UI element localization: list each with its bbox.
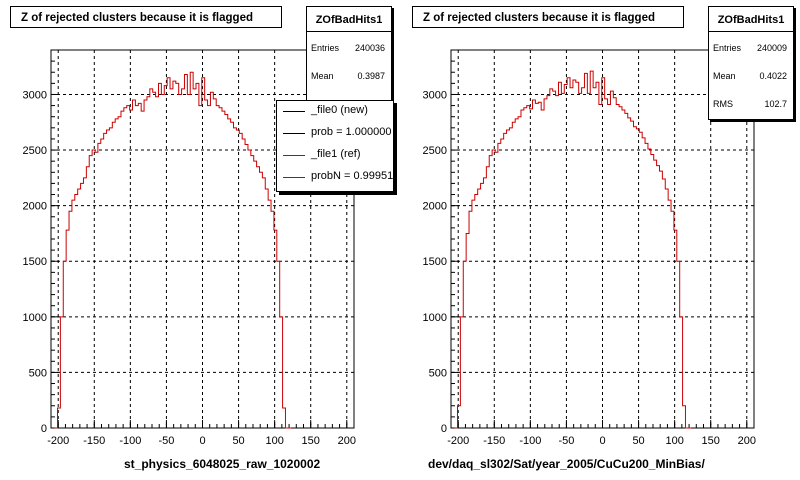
legend-entry-probn: probN = 0.999514 — [277, 167, 393, 189]
right-series-0-histogram-line — [454, 70, 692, 429]
left-x-tick-label-100: 100 — [265, 435, 283, 447]
left-x-tick-label-150: 150 — [302, 435, 320, 447]
legend-box[interactable]: _file0 (new) prob = 1.000000 _file1 (ref… — [276, 100, 394, 192]
right-stats-entries-row: Entries 240009 — [709, 32, 793, 60]
right-x-tick-label--100: -100 — [519, 435, 541, 447]
left-stats-title: ZOfBadHits1 — [307, 7, 391, 32]
right-y-tick-label-0: 0 — [441, 423, 447, 435]
right-y-tick-label-2000: 2000 — [423, 201, 447, 213]
right-y-tick-label-1500: 1500 — [423, 256, 447, 268]
right-stats-mean-label: Mean — [713, 71, 736, 81]
right-stats-box[interactable]: ZOfBadHits1 Entries 240009 Mean 0.4022 R… — [708, 6, 794, 120]
left-x-tick-label-0: 0 — [199, 435, 205, 447]
right-stats-rms-value: 102.7 — [764, 99, 787, 109]
right-stats-entries-value: 240009 — [756, 43, 787, 53]
left-stats-entries-label: Entries — [311, 43, 340, 53]
right-x-tick-label-50: 50 — [632, 435, 644, 447]
legend-label-file0: _file0 (new) — [311, 104, 368, 116]
left-y-tick-label-0: 0 — [41, 423, 47, 435]
left-x-tick-label--200: -200 — [47, 435, 69, 447]
legend-label-file1: _file1 (ref) — [311, 148, 361, 160]
right-x-tick-label-150: 150 — [702, 435, 720, 447]
left-y-tick-label-3000: 3000 — [23, 89, 47, 101]
left-x-tick-label--100: -100 — [119, 435, 141, 447]
right-y-tick-label-500: 500 — [429, 367, 447, 379]
right-chart-title: Z of rejected clusters because it is fla… — [412, 6, 684, 28]
left-y-tick-label-500: 500 — [29, 367, 47, 379]
left-stats-entries-value: 240036 — [354, 43, 385, 53]
left-series-0-histogram-line — [54, 71, 292, 429]
left-x-axis-title: st_physics_6048025_raw_1020002 — [124, 457, 321, 471]
left-y-tick-label-2000: 2000 — [23, 201, 47, 213]
right-x-tick-label--200: -200 — [447, 435, 469, 447]
right-stats-rms-label: RMS — [713, 99, 733, 109]
legend-line-probn — [283, 177, 305, 178]
left-stats-box[interactable]: ZOfBadHits1 Entries 240036 Mean 0.3987 — [306, 6, 392, 114]
legend-label-prob: prob = 1.000000 — [311, 126, 392, 138]
left-stats-mean-label: Mean — [311, 71, 334, 81]
right-x-tick-label-0: 0 — [599, 435, 605, 447]
left-stats-mean-value: 0.3987 — [357, 71, 385, 81]
legend-entry-file0: _file0 (new) — [277, 101, 393, 123]
right-y-tick-label-3000: 3000 — [423, 89, 447, 101]
right-stats-mean-row: Mean 0.4022 — [709, 60, 793, 88]
left-y-tick-label-1000: 1000 — [23, 312, 47, 324]
right-histogram-pad: Z of rejected clusters because it is fla… — [400, 0, 800, 480]
left-histogram-pad: Z of rejected clusters because it is fla… — [10, 6, 394, 471]
legend-line-file0 — [283, 111, 305, 112]
left-chart-title: Z of rejected clusters because it is fla… — [10, 6, 282, 28]
left-stats-mean-row: Mean 0.3987 — [307, 60, 391, 88]
right-x-tick-label--50: -50 — [558, 435, 574, 447]
legend-label-probn: probN = 0.999514 — [311, 170, 394, 182]
right-histogram: -200 -150 -100 -50 0 50 100 150 2000500100015002… — [423, 49, 756, 447]
legend-line-file1 — [283, 155, 305, 156]
right-stats-entries-label: Entries — [713, 43, 742, 53]
left-x-tick-label--50: -50 — [158, 435, 174, 447]
left-stats-entries-row: Entries 240036 — [307, 32, 391, 60]
right-stats-mean-value: 0.4022 — [759, 71, 787, 81]
legend-entry-file1: _file1 (ref) — [277, 145, 393, 167]
right-stats-rms-row: RMS 102.7 — [709, 88, 793, 116]
left-x-tick-label-50: 50 — [232, 435, 244, 447]
right-x-tick-label-100: 100 — [665, 435, 683, 447]
right-x-tick-label--150: -150 — [483, 435, 505, 447]
left-y-tick-label-2500: 2500 — [23, 145, 47, 157]
right-y-tick-label-1000: 1000 — [423, 312, 447, 324]
right-x-axis-title: dev/daq_sl302/Sat/year_2005/CuCu200_MinB… — [428, 457, 705, 471]
left-x-tick-label--150: -150 — [83, 435, 105, 447]
left-y-tick-label-1500: 1500 — [23, 256, 47, 268]
right-x-tick-label-200: 200 — [738, 435, 756, 447]
left-x-tick-label-200: 200 — [338, 435, 356, 447]
legend-line-prob — [283, 133, 305, 134]
legend-entry-prob: prob = 1.000000 — [277, 123, 393, 145]
right-stats-title: ZOfBadHits1 — [709, 7, 793, 32]
right-y-tick-label-2500: 2500 — [423, 145, 447, 157]
